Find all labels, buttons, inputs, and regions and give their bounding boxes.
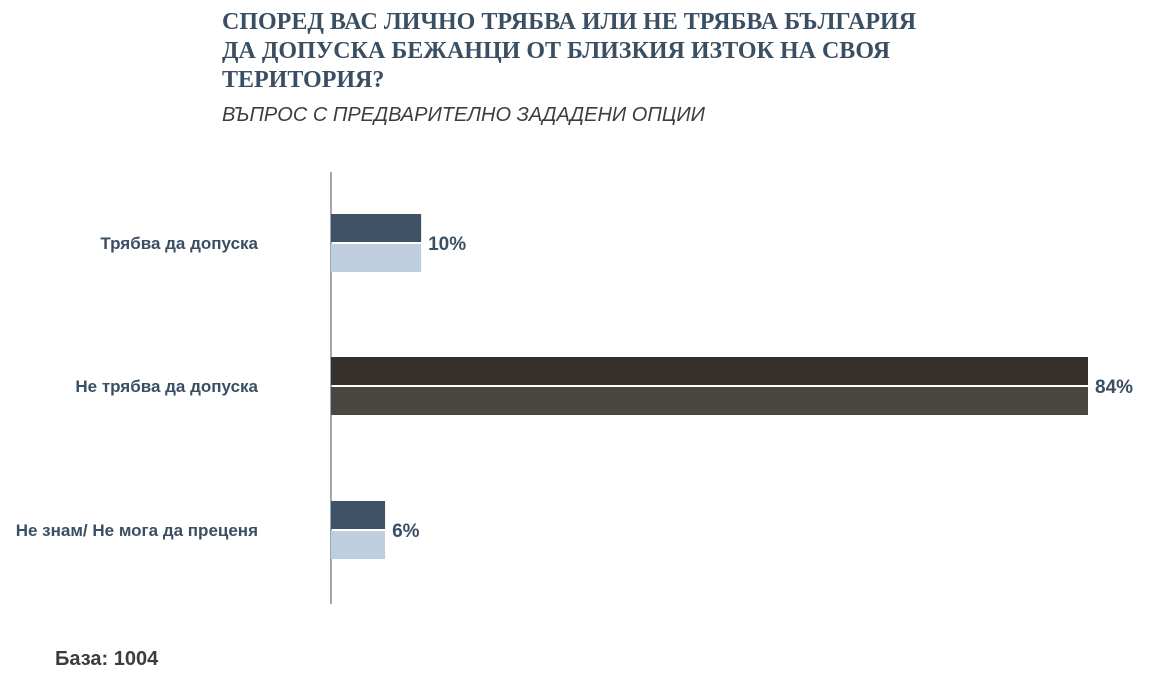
chart-title: СПОРЕД ВАС ЛИЧНО ТРЯБВА ИЛИ НЕ ТРЯБВА БЪ… <box>222 9 917 93</box>
category-label-1: Не трябва да допуска <box>75 377 258 396</box>
bar-upper-0 <box>331 214 422 242</box>
bar-upper-1 <box>331 357 1088 385</box>
bar-upper-2 <box>331 501 386 529</box>
value-label-1: 84% <box>1095 377 1133 398</box>
sample-base-label: База: 1004 <box>55 648 159 670</box>
bar-group-1: Не трябва да допуска 84% <box>75 357 1133 415</box>
value-label-0: 10% <box>428 234 466 255</box>
chart-subtitle: ВЪПРОС С ПРЕДВАРИТЕЛНО ЗАДАДЕНИ ОПЦИИ <box>222 104 705 126</box>
bar-group-0: Трябва да допуска 10% <box>100 214 466 272</box>
bar-lower-1 <box>331 387 1088 415</box>
bar-group-2: Не знам/ Не мога да преценя 6% <box>16 501 420 559</box>
category-label-2: Не знам/ Не мога да преценя <box>16 521 258 540</box>
bar-lower-0 <box>331 244 422 272</box>
bar-chart: Трябва да допуска 10% Не трябва да допуска… <box>16 172 1133 604</box>
bar-lower-2 <box>331 531 386 559</box>
category-label-0: Трябва да допуска <box>100 234 258 253</box>
value-label-2: 6% <box>392 521 420 542</box>
